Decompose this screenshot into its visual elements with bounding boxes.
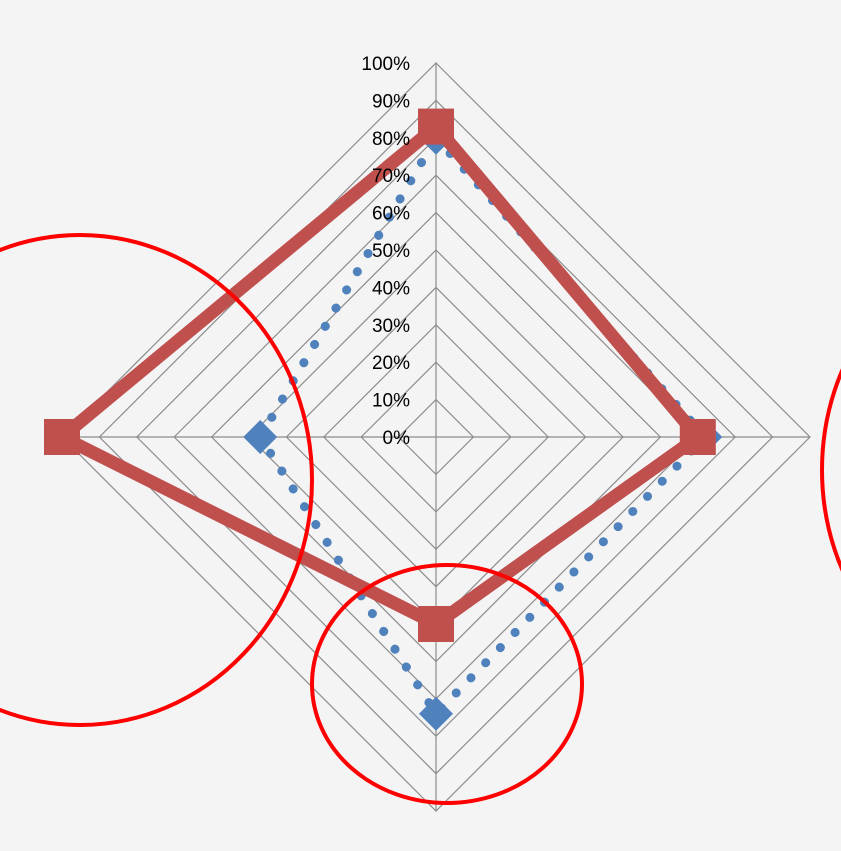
series-1-point-1 — [679, 419, 716, 455]
series-0-point-3 — [243, 420, 278, 454]
tick-label: 10% — [372, 391, 410, 412]
tick-label: 70% — [372, 166, 410, 187]
annotation-ellipse-0 — [0, 233, 314, 727]
radar-series — [44, 108, 723, 731]
annotation-ellipse-2 — [820, 368, 841, 572]
series-0-point-2 — [419, 696, 453, 731]
annotation-ellipse-1 — [310, 563, 584, 805]
series-1 — [44, 108, 716, 642]
tick-label: 40% — [372, 278, 410, 299]
series-1-point-0 — [418, 108, 454, 145]
tick-label: 100% — [361, 54, 410, 75]
series-0 — [243, 120, 723, 731]
tick-label: 30% — [372, 316, 410, 337]
tick-label: 0% — [383, 428, 411, 449]
series-1-line — [50, 117, 708, 632]
tick-label: 60% — [372, 204, 410, 225]
tick-label: 20% — [372, 353, 410, 374]
tick-label: 80% — [372, 129, 410, 150]
tick-label: 50% — [372, 241, 410, 262]
series-1-point-3 — [44, 419, 80, 455]
series-1-point-2 — [418, 606, 454, 642]
annotation-layer — [0, 233, 841, 805]
tick-label: 90% — [372, 91, 410, 112]
radar-tick-labels: 0% 10% 20% 30% 40% 50% 60% 70% 80% 90% 100% — [361, 54, 410, 449]
